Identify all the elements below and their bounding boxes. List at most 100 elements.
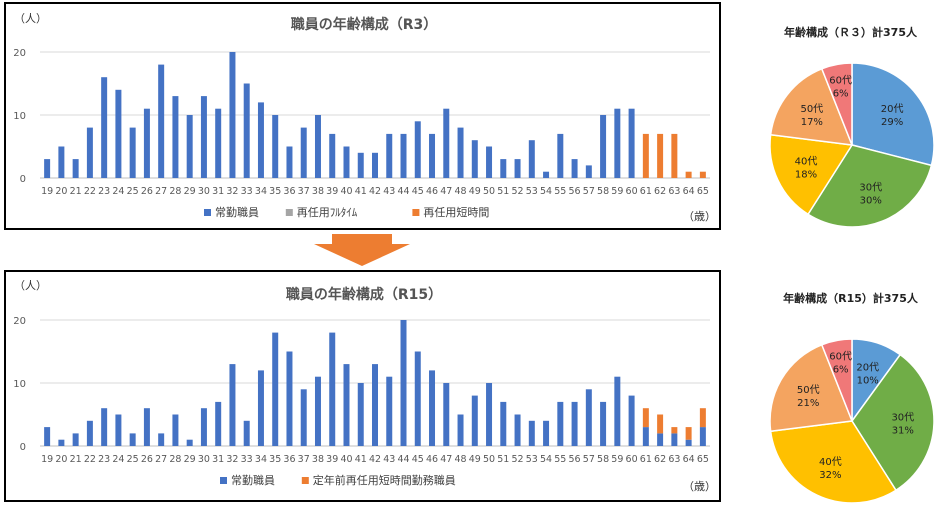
pie-chart-r15: 年齢構成（R15）計375人 20代 10% 30代 31% 40代 32% 50代 21% 6… (756, 278, 945, 506)
bar (471, 140, 478, 178)
slice-percent: 10% (857, 376, 879, 387)
x-tick-label: 28 (169, 186, 181, 197)
x-tick-label: 61 (640, 454, 652, 465)
x-tick-label: 38 (312, 186, 324, 197)
x-tick-label: 40 (340, 186, 352, 197)
bar (600, 401, 607, 446)
bar (585, 165, 592, 178)
legend: 常勤職員 再任用ﾌﾙﾀｲﾑ 再任用短時間 (204, 205, 489, 219)
slice-percent: 6% (833, 88, 849, 99)
x-tick-label: 64 (683, 454, 695, 465)
slice-percent: 21% (797, 398, 819, 409)
bar (172, 414, 179, 446)
y-axis-unit: （人） (14, 12, 47, 25)
bar (457, 127, 464, 178)
bar (528, 140, 535, 178)
bar (443, 108, 450, 178)
x-tick-label: 57 (583, 186, 595, 197)
bar (229, 52, 236, 178)
bar-chart-r3: 職員の年齢構成（R3） （人） 0 10 20 19 20 21 22 23 24 25 26 27 28 2… (4, 2, 721, 230)
bar (514, 414, 521, 446)
x-tick-label: 44 (397, 454, 409, 465)
bar (457, 414, 464, 446)
x-tick-label: 27 (155, 186, 167, 197)
y-tick-label: 20 (13, 316, 26, 327)
bar (699, 171, 706, 178)
bar (685, 427, 692, 440)
x-tick-label: 63 (668, 454, 680, 465)
bar (429, 133, 436, 178)
bar (671, 133, 678, 178)
bar (372, 364, 378, 446)
bar (685, 171, 692, 178)
bar (272, 332, 279, 446)
x-tick-label: 22 (84, 454, 96, 465)
x-tick-label: 60 (626, 186, 638, 197)
bar (585, 389, 592, 446)
slice-label: 30代 (859, 181, 882, 193)
pie-slice (769, 133, 854, 216)
pie-chart-r3: 年齢構成（Ｒ３）計375人 20代 29% 30代 30% 40代 18% 50代 17% 60… (756, 8, 945, 230)
bar (215, 108, 222, 178)
slice-label: 30代 (891, 412, 914, 424)
pie-title-r3: 年齢構成（Ｒ３）計375人 (784, 26, 917, 39)
x-tick-label: 60 (626, 454, 638, 465)
bar (571, 401, 578, 446)
x-tick-label: 21 (70, 186, 82, 197)
y-tick-label: 10 (13, 111, 26, 122)
x-tick-label: 57 (583, 454, 595, 465)
x-tick-label: 55 (554, 454, 566, 465)
x-tick-label: 24 (112, 186, 124, 197)
bar (215, 401, 222, 446)
x-tick-label: 35 (269, 186, 281, 197)
x-tick-label: 23 (98, 454, 110, 465)
bar (143, 408, 150, 446)
x-tick-label: 44 (397, 186, 409, 197)
bar (486, 383, 493, 446)
bar (200, 96, 207, 178)
slice-label: 40代 (819, 456, 842, 468)
bar (386, 376, 393, 446)
bar (628, 108, 635, 178)
bar (671, 427, 678, 434)
bar (158, 433, 165, 446)
bar (571, 159, 578, 178)
chart-title: 職員の年齢構成（R15） (286, 286, 442, 303)
bar (685, 439, 692, 446)
x-tick-label: 56 (569, 186, 581, 197)
bar (300, 127, 307, 178)
x-tick-label: 39 (326, 186, 338, 197)
bar (44, 427, 51, 446)
slice-label: 20代 (856, 362, 879, 374)
legend-label: 定年前再任用短時間勤務職員 (313, 473, 456, 487)
bar (600, 115, 607, 178)
x-tick-label: 29 (184, 186, 196, 197)
x-tick-label: 59 (611, 186, 623, 197)
bar (286, 146, 293, 178)
bar (229, 364, 236, 446)
bar (343, 364, 350, 446)
x-tick-label: 34 (255, 186, 267, 197)
bar (699, 408, 706, 428)
x-tick-label: 23 (98, 186, 110, 197)
slice-percent: 18% (795, 170, 817, 181)
x-tick-label: 59 (611, 454, 623, 465)
legend-swatch (301, 477, 309, 484)
x-tick-label: 54 (540, 454, 552, 465)
bar (614, 108, 621, 178)
x-tick-label: 20 (55, 186, 67, 197)
x-tick-label: 42 (369, 454, 381, 465)
x-tick-label: 31 (212, 186, 224, 197)
bar (386, 133, 393, 178)
x-tick-label: 53 (526, 454, 538, 465)
y-tick-label: 20 (13, 48, 26, 59)
x-tick-label: 45 (412, 454, 424, 465)
legend: 常勤職員 定年前再任用短時間勤務職員 (220, 473, 456, 487)
bar (699, 427, 706, 446)
x-tick-label: 47 (440, 454, 452, 465)
x-tick-label: 30 (198, 186, 210, 197)
bar (286, 351, 293, 446)
bar (186, 439, 193, 446)
slice-percent: 32% (819, 470, 841, 481)
